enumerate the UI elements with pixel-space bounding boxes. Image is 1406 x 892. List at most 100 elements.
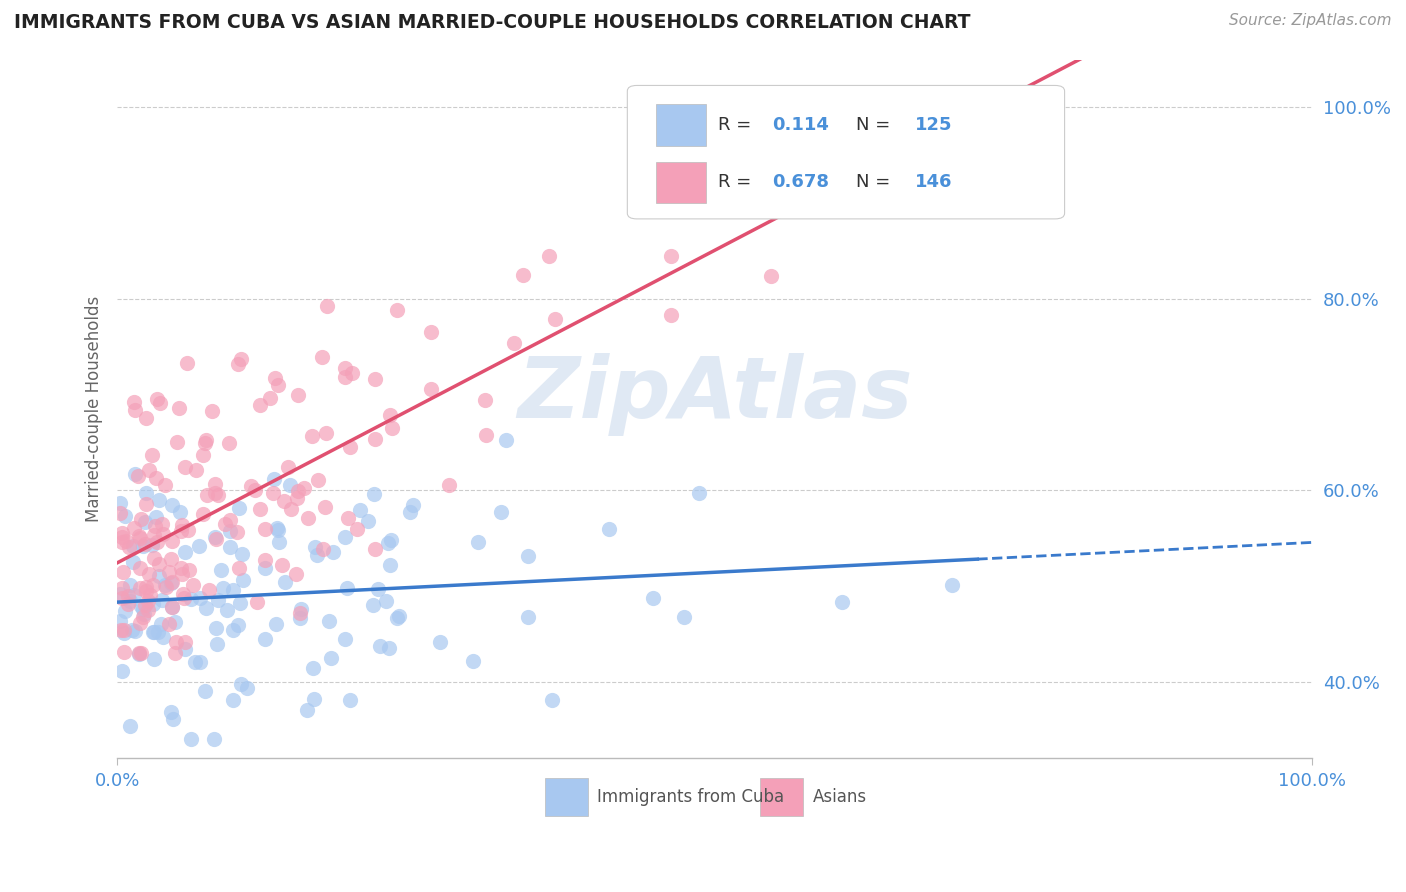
Point (377, 536, 399, 550)
Text: Immigrants from Cuba: Immigrants from Cuba (598, 788, 785, 805)
Point (141, 538, 163, 552)
Point (516, 610, 538, 624)
Point (160, 576, 183, 591)
Point (145, 509, 167, 524)
Point (307, 473, 329, 487)
Point (121, 623, 143, 637)
Point (128, 561, 150, 575)
Point (304, 541, 326, 555)
Point (122, 521, 145, 535)
Point (176, 356, 198, 370)
Point (429, 635, 451, 649)
Point (138, 567, 160, 582)
Point (231, 352, 253, 367)
Point (222, 693, 245, 707)
Point (336, 581, 359, 595)
Point (174, 642, 197, 657)
Point (170, 524, 193, 538)
Point (169, 505, 191, 519)
Point (314, 500, 336, 514)
Point (117, 590, 139, 604)
Point (297, 511, 319, 525)
Point (249, 398, 271, 412)
Point (135, 486, 157, 500)
Point (204, 732, 226, 747)
Point (146, 392, 169, 406)
Point (165, 646, 187, 660)
Point (180, 732, 202, 747)
Point (108, 506, 131, 520)
Point (349, 503, 371, 517)
Point (110, 623, 132, 637)
Point (229, 677, 252, 691)
Point (502, 335, 524, 350)
Point (222, 583, 245, 598)
Point (512, 268, 534, 282)
Point (170, 567, 193, 582)
Point (307, 548, 329, 562)
Text: ZipAtlas: ZipAtlas (517, 353, 912, 436)
Point (143, 519, 166, 533)
Point (267, 523, 290, 537)
Point (184, 656, 207, 670)
Point (461, 655, 484, 669)
Point (378, 640, 401, 655)
Point (197, 488, 219, 502)
Point (467, 535, 489, 549)
Point (131, 610, 153, 624)
Point (378, 558, 401, 573)
Point (114, 534, 136, 549)
Point (204, 621, 226, 635)
Point (160, 705, 183, 719)
Point (537, 249, 560, 263)
Point (388, 609, 411, 624)
Point (152, 527, 174, 541)
Point (335, 360, 357, 375)
Point (269, 534, 291, 549)
Point (188, 655, 211, 669)
Point (659, 308, 682, 322)
Point (124, 624, 146, 638)
Point (259, 391, 281, 405)
Point (138, 463, 160, 477)
Point (108, 495, 131, 509)
Point (215, 603, 238, 617)
FancyBboxPatch shape (759, 778, 803, 815)
Point (941, 578, 963, 592)
Point (277, 459, 299, 474)
Point (266, 521, 288, 535)
Point (134, 537, 156, 551)
Point (295, 703, 318, 717)
Point (139, 588, 162, 602)
Text: R =: R = (718, 116, 756, 134)
Point (142, 578, 165, 592)
Point (253, 522, 276, 536)
Point (157, 617, 180, 632)
Point (114, 508, 136, 523)
Point (495, 433, 517, 447)
Point (378, 408, 401, 422)
Point (402, 498, 425, 512)
Point (239, 479, 262, 493)
Point (253, 632, 276, 647)
Point (132, 539, 155, 553)
Point (544, 312, 567, 326)
Point (162, 712, 184, 726)
Point (170, 561, 193, 575)
Point (195, 433, 218, 447)
Text: IMMIGRANTS FROM CUBA VS ASIAN MARRIED-COUPLE HOUSEHOLDS CORRELATION CHART: IMMIGRANTS FROM CUBA VS ASIAN MARRIED-CO… (14, 13, 970, 32)
Point (335, 632, 357, 646)
FancyBboxPatch shape (627, 86, 1064, 219)
Point (118, 594, 141, 608)
Point (181, 578, 204, 592)
Text: Asians: Asians (813, 788, 866, 805)
Point (135, 583, 157, 598)
Point (145, 470, 167, 484)
Point (204, 530, 226, 544)
Point (136, 593, 159, 607)
Point (143, 651, 166, 665)
Point (381, 421, 404, 435)
Point (232, 573, 254, 587)
Point (274, 575, 297, 590)
Text: 0.678: 0.678 (772, 173, 830, 191)
